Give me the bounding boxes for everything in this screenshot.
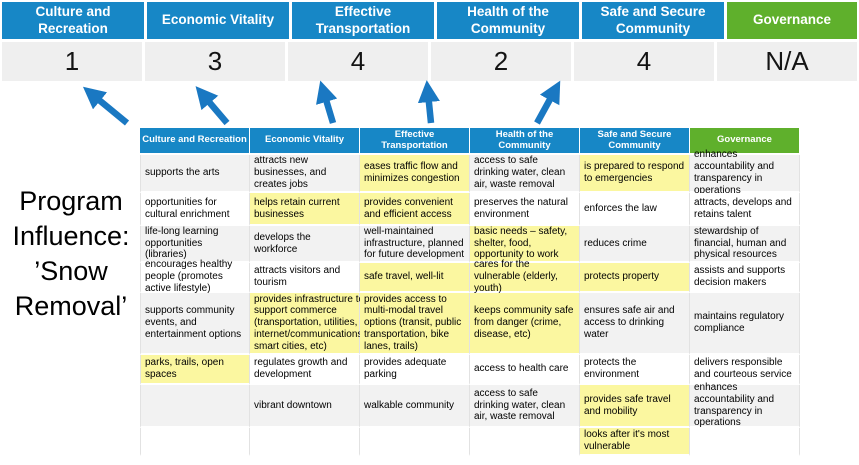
matrix-cell: encourages healthy people (promotes acti… <box>140 259 250 294</box>
matrix-cell: provides infrastructure to support comme… <box>250 293 365 355</box>
score-safe-and-secure-community: 4 <box>574 42 714 81</box>
matrix-cell: walkable community <box>360 385 470 428</box>
priority-score-row: 1 3 4 2 4 N/A <box>2 42 857 81</box>
matrix-cell: regulates growth and development <box>250 355 360 385</box>
program-label-line: ’Snow <box>34 256 108 286</box>
matrix-cell: is prepared to respond to emergencies <box>580 155 690 193</box>
matrix-cell: delivers responsible and courteous servi… <box>690 355 800 385</box>
priority-header-effective-transportation: Effective Transportation <box>292 2 434 39</box>
matrix-header-safe-and-secure-community: Safe and Secure Community <box>580 128 690 155</box>
matrix-row: life-long learning opportunities (librar… <box>140 226 802 263</box>
priority-header-safe-and-secure-community: Safe and Secure Community <box>582 2 724 39</box>
priority-header-health-of-the-community: Health of the Community <box>437 2 579 39</box>
matrix-cell: enhances accountability and transparency… <box>690 382 800 428</box>
matrix-row: parks, trails, open spaces regulates gro… <box>140 355 802 385</box>
matrix-cell: cares for the vulnerable (elderly, youth… <box>470 259 580 294</box>
matrix-cell: basic needs – safety, shelter, food, opp… <box>470 226 580 263</box>
matrix-cell: protects the environment <box>580 355 690 385</box>
priority-header-governance: Governance <box>727 2 857 39</box>
matrix-cell: protects property <box>580 263 690 293</box>
program-label-line: Program <box>19 186 123 216</box>
matrix-row: opportunities for cultural enrichment he… <box>140 193 802 226</box>
priority-header-culture-and-recreation: Culture and Recreation <box>2 2 144 39</box>
score-economic-vitality: 3 <box>145 42 285 81</box>
score-effective-transportation: 4 <box>288 42 428 81</box>
priority-score-band: Culture and Recreation Economic Vitality… <box>2 2 857 81</box>
matrix-cell: assists and supports decision makers <box>690 263 800 293</box>
matrix-header-governance: Governance <box>690 128 800 155</box>
up-arrow-3 <box>316 80 338 124</box>
matrix-cell: looks after it's most vulnerable <box>580 428 690 456</box>
matrix-row: looks after it's most vulnerable <box>140 428 802 456</box>
matrix-cell: attracts new businesses, and creates job… <box>250 155 360 193</box>
matrix-cell <box>690 428 800 456</box>
matrix-cell: well-maintained infrastructure, planned … <box>360 226 470 263</box>
matrix-header-culture-and-recreation: Culture and Recreation <box>140 128 250 155</box>
matrix-cell: opportunities for cultural enrichment <box>140 193 250 226</box>
matrix-cell: access to safe drinking water, clean air… <box>470 385 580 428</box>
up-arrow-1 <box>82 86 130 126</box>
matrix-cell: develops the workforce <box>250 226 360 263</box>
matrix-cell: life-long learning opportunities (librar… <box>140 226 250 263</box>
matrix-row: supports the arts attracts new businesse… <box>140 149 802 196</box>
score-health-of-the-community: 2 <box>431 42 571 81</box>
matrix-row: encourages healthy people (promotes acti… <box>140 259 802 294</box>
matrix-cell: safe travel, well-lit <box>360 263 470 293</box>
matrix-cell: provides access to multi-modal travel op… <box>360 293 470 355</box>
score-culture-and-recreation: 1 <box>2 42 142 81</box>
matrix-header-row: Culture and Recreation Economic Vitality… <box>140 128 802 155</box>
matrix-cell: provides safe travel and mobility <box>580 385 690 428</box>
matrix-cell: ensures safe air and access to drinking … <box>580 293 690 355</box>
matrix-cell: maintains regulatory compliance <box>690 293 800 355</box>
matrix-cell: provides convenient and efficient access <box>360 193 470 226</box>
matrix-cell: attracts, develops and retains talent <box>690 193 800 226</box>
matrix-cell: enforces the law <box>580 193 690 226</box>
matrix-cell <box>250 428 360 456</box>
matrix-cell: supports the arts <box>140 155 250 193</box>
matrix-cell: supports community events, and entertain… <box>140 293 250 355</box>
matrix-cell: parks, trails, open spaces <box>140 355 250 385</box>
matrix-row: supports community events, and entertain… <box>140 293 802 355</box>
matrix-cell: attracts visitors and tourism <box>250 263 360 293</box>
matrix-cell: keeps community safe from danger (crime,… <box>470 293 580 355</box>
matrix-cell: preserves the natural environment <box>470 193 580 226</box>
matrix-header-effective-transportation: Effective Transportation <box>360 128 470 155</box>
matrix-cell: vibrant downtown <box>250 385 360 428</box>
matrix-cell <box>470 428 580 456</box>
matrix-row: vibrant downtown walkable community acce… <box>140 382 802 428</box>
program-influence-label: Program Influence: ’Snow Removal’ <box>0 184 142 324</box>
up-arrow-2 <box>195 86 230 126</box>
program-label-line: Removal’ <box>14 291 128 321</box>
matrix-header-health-of-the-community: Health of the Community <box>470 128 580 155</box>
matrix-cell: access to health care <box>470 355 580 385</box>
up-arrow-4 <box>417 80 440 124</box>
matrix-cell: enhances accountability and transparency… <box>690 149 800 196</box>
matrix-cell <box>140 428 250 456</box>
priority-header-economic-vitality: Economic Vitality <box>147 2 289 39</box>
priority-header-row: Culture and Recreation Economic Vitality… <box>2 2 857 39</box>
up-arrow-5 <box>534 80 561 125</box>
matrix-cell: stewardship of financial, human and phys… <box>690 226 800 263</box>
program-label-line: Influence: <box>12 221 130 251</box>
matrix-cell: reduces crime <box>580 226 690 263</box>
score-arrows <box>82 80 561 126</box>
matrix-cell <box>360 428 470 456</box>
matrix-cell: access to safe drinking water, clean air… <box>470 155 580 193</box>
matrix-cell: helps retain current businesses <box>250 193 360 226</box>
influence-matrix: Culture and Recreation Economic Vitality… <box>140 128 802 456</box>
matrix-cell: eases traffic flow and minimizes congest… <box>360 155 470 193</box>
matrix-cell <box>140 385 250 428</box>
matrix-cell: provides adequate parking <box>360 355 470 385</box>
matrix-header-economic-vitality: Economic Vitality <box>250 128 360 155</box>
score-governance: N/A <box>717 42 857 81</box>
